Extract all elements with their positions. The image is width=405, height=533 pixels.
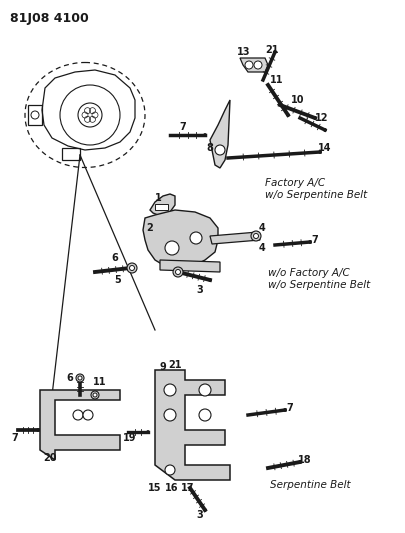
Circle shape xyxy=(318,150,322,154)
Circle shape xyxy=(36,429,40,432)
Text: 9: 9 xyxy=(160,362,166,372)
Text: 4: 4 xyxy=(259,243,265,253)
Circle shape xyxy=(324,128,326,132)
Text: 1: 1 xyxy=(155,193,161,203)
Text: 15: 15 xyxy=(148,483,162,493)
Text: 5: 5 xyxy=(115,275,122,285)
Circle shape xyxy=(313,117,316,119)
Circle shape xyxy=(286,114,290,117)
Text: 7: 7 xyxy=(287,403,293,413)
Circle shape xyxy=(203,133,207,136)
Circle shape xyxy=(190,232,202,244)
Circle shape xyxy=(284,408,286,411)
Circle shape xyxy=(251,231,261,241)
Circle shape xyxy=(165,241,179,255)
Circle shape xyxy=(175,270,181,274)
Polygon shape xyxy=(150,194,175,215)
Text: 7: 7 xyxy=(311,235,318,245)
Text: 20: 20 xyxy=(43,453,57,463)
Polygon shape xyxy=(155,370,230,480)
Text: 3: 3 xyxy=(196,285,203,295)
Polygon shape xyxy=(40,390,120,460)
Circle shape xyxy=(147,431,149,433)
Text: 21: 21 xyxy=(265,45,279,55)
Text: 11: 11 xyxy=(93,377,107,387)
Polygon shape xyxy=(143,210,218,268)
Circle shape xyxy=(83,410,93,420)
Text: 4: 4 xyxy=(259,223,265,233)
Circle shape xyxy=(209,279,211,281)
Text: 81J08 4100: 81J08 4100 xyxy=(10,12,89,25)
Text: 6: 6 xyxy=(112,253,118,263)
Circle shape xyxy=(254,233,258,238)
Text: Factory A/C
w/o Serpentine Belt: Factory A/C w/o Serpentine Belt xyxy=(265,178,367,199)
Circle shape xyxy=(215,145,225,155)
Circle shape xyxy=(79,376,81,379)
Circle shape xyxy=(128,266,132,270)
Text: 8: 8 xyxy=(207,143,213,153)
Circle shape xyxy=(130,265,134,271)
Polygon shape xyxy=(155,204,168,210)
Circle shape xyxy=(273,51,277,53)
Text: 14: 14 xyxy=(318,143,332,153)
Circle shape xyxy=(199,409,211,421)
Text: 16: 16 xyxy=(165,483,179,493)
Circle shape xyxy=(164,409,176,421)
Text: w/o Factory A/C
w/o Serpentine Belt: w/o Factory A/C w/o Serpentine Belt xyxy=(268,268,370,289)
Circle shape xyxy=(93,393,97,397)
Text: Serpentine Belt: Serpentine Belt xyxy=(270,480,351,490)
Polygon shape xyxy=(210,100,230,168)
Circle shape xyxy=(309,240,311,244)
Text: 21: 21 xyxy=(168,360,182,370)
Circle shape xyxy=(203,508,207,512)
Text: 13: 13 xyxy=(237,47,251,57)
Circle shape xyxy=(254,61,262,69)
Text: 11: 11 xyxy=(270,75,284,85)
Text: 12: 12 xyxy=(315,113,329,123)
Text: 18: 18 xyxy=(298,455,312,465)
Polygon shape xyxy=(240,58,268,72)
Text: 10: 10 xyxy=(291,95,305,105)
Circle shape xyxy=(298,461,301,464)
Text: 2: 2 xyxy=(147,223,153,233)
Circle shape xyxy=(76,374,84,382)
Text: 17: 17 xyxy=(181,483,195,493)
Circle shape xyxy=(164,384,176,396)
Text: 7: 7 xyxy=(12,433,18,443)
Polygon shape xyxy=(210,232,260,244)
Circle shape xyxy=(78,376,82,380)
Circle shape xyxy=(245,61,253,69)
Circle shape xyxy=(127,263,137,273)
Text: 3: 3 xyxy=(196,510,203,520)
Circle shape xyxy=(91,391,99,399)
Circle shape xyxy=(199,384,211,396)
Text: 19: 19 xyxy=(123,433,137,443)
Polygon shape xyxy=(160,260,220,272)
Circle shape xyxy=(73,410,83,420)
Circle shape xyxy=(165,465,175,475)
Text: 7: 7 xyxy=(180,122,186,132)
Text: 6: 6 xyxy=(67,373,73,383)
Circle shape xyxy=(173,267,183,277)
